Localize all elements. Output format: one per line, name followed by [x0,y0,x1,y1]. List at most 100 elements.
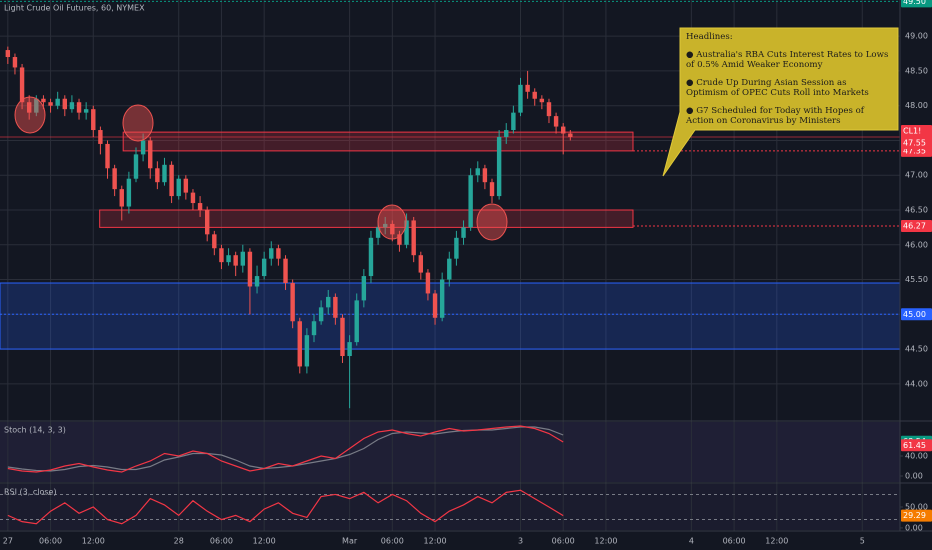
headline: ● Australia's RBA Cuts Interest Rates to… [686,50,889,70]
x-tick-label: 06:00 [552,537,575,546]
candle-body [518,84,523,113]
candle-body [390,223,395,235]
candle-body [447,258,452,280]
zone [99,209,634,228]
candle-body [55,98,60,106]
candle-body [112,168,117,190]
candle-body [126,178,132,207]
candle-body [425,272,431,294]
candle-body [461,227,466,238]
x-tick-label: 4 [689,537,694,546]
candle-body [261,258,267,277]
candle-body [226,255,231,263]
candle-body [468,175,473,228]
y-tick-label: 49.00 [905,32,928,41]
headlines-callout: Headlines: ● Australia's RBA Cuts Intere… [681,29,895,129]
candle-body [48,102,53,106]
price-badge [901,219,932,232]
zone [122,131,634,152]
highlight-ellipse [476,203,508,241]
candle-body [382,223,388,228]
candle-body [254,276,260,287]
y-tick-label: 45.50 [905,275,928,284]
candle-body [496,136,502,197]
candle-body [62,98,68,110]
indicator-line [7,425,564,473]
candle-body [155,168,160,183]
price-badge-label: 61.45 [903,441,926,450]
zone [0,282,901,350]
candle-body [297,321,302,367]
x-tick-label: 06:00 [210,537,233,546]
candle-body [568,133,573,137]
candle-body [105,143,110,169]
callout-box [662,27,899,177]
candle-body [133,154,139,179]
candle-body [19,67,25,103]
candle-body [304,335,310,367]
candle-body [546,102,552,117]
candle-body [504,130,509,137]
candle-body [247,251,253,287]
candle-body [333,296,338,318]
candle-body [354,300,359,343]
candle-body [98,130,103,144]
y-tick-label: 0.00 [905,472,923,481]
candle-body [26,102,32,113]
candle-body [418,255,424,273]
candle-body [212,234,217,249]
y-tick-label: 46.00 [905,240,928,249]
headlines-title: Headlines: [686,32,733,42]
y-tick-label: 48.50 [905,66,928,75]
pane-title: RSI (3, close) [4,488,57,497]
candle-body [375,227,381,238]
pane-title: Light Crude Oil Futures, 60, NYMEX [4,4,145,13]
y-tick-label: 46.50 [905,206,928,215]
candle-body [34,98,39,113]
candle-body [169,164,174,197]
candle-body [368,237,374,277]
x-tick-label: 12:00 [253,537,276,546]
last-price-badge [901,124,932,149]
pane-title: Stoch (14, 3, 3) [4,426,66,435]
y-tick-label: 0.00 [905,523,923,532]
candle-body [83,109,89,113]
candle-body [162,164,167,183]
candle-body [148,140,153,169]
candle-body [76,102,82,113]
candle-body [404,220,409,245]
candle-body [276,248,281,259]
candle-body [411,220,416,256]
candle-body [41,98,46,103]
candle-body [439,279,445,318]
candle-body [511,112,516,131]
candle-body [91,109,96,131]
stoch-pane-background [0,422,900,482]
price-badge [901,308,932,321]
candle-body [219,248,224,263]
headline: ● Crude Up During Asian Session as Optim… [686,78,869,98]
price-badge-label: 47.35 [903,146,926,155]
candle-body [489,182,495,197]
candle-body [119,189,124,207]
rsi-pane-background [0,484,900,530]
candle-body [539,98,545,103]
candle-body [69,102,75,110]
candle-body [525,84,530,92]
price-badge [901,439,932,452]
candle-body [482,168,488,183]
candle-body [326,296,331,308]
x-tick-label: 06:00 [723,537,746,546]
x-tick-label: 3 [518,537,523,546]
candle-body [176,178,181,197]
x-tick-label: 27 [3,537,13,546]
x-tick-label: 12:00 [594,537,617,546]
candle-body [269,248,274,259]
x-tick-label: 12:00 [82,537,105,546]
candle-body [432,293,438,318]
candle-body [12,57,18,68]
candle-body [340,317,345,357]
price-badge-label: 49.50 [903,0,926,6]
candle-body [561,126,566,134]
